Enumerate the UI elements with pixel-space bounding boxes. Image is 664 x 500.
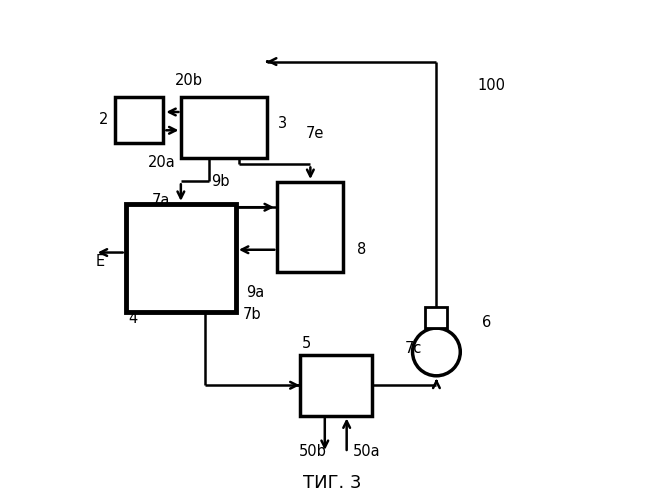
Text: 7c: 7c bbox=[404, 341, 422, 356]
Text: 20a: 20a bbox=[148, 155, 176, 170]
Text: 9b: 9b bbox=[211, 174, 230, 189]
Bar bbox=[181, 98, 267, 158]
Text: 7e: 7e bbox=[305, 126, 324, 140]
Circle shape bbox=[412, 328, 460, 376]
Text: ΤИГ. 3: ΤИГ. 3 bbox=[303, 474, 361, 492]
Text: 20b: 20b bbox=[175, 74, 203, 88]
Text: 8: 8 bbox=[357, 242, 367, 258]
Text: 2: 2 bbox=[98, 112, 108, 127]
Bar bbox=[125, 204, 236, 312]
Text: 9a: 9a bbox=[246, 285, 264, 300]
Text: 7a: 7a bbox=[151, 193, 169, 208]
Bar bbox=[426, 307, 448, 328]
Text: 7b: 7b bbox=[243, 307, 262, 322]
Text: 5: 5 bbox=[301, 336, 311, 351]
Bar bbox=[278, 182, 343, 272]
Text: 3: 3 bbox=[278, 116, 287, 130]
Text: 100: 100 bbox=[477, 78, 505, 94]
Text: 4: 4 bbox=[129, 311, 137, 326]
Bar bbox=[115, 98, 163, 143]
Text: 6: 6 bbox=[481, 314, 491, 330]
Text: 50b: 50b bbox=[299, 444, 327, 459]
Text: 50a: 50a bbox=[353, 444, 380, 459]
Bar bbox=[299, 355, 372, 416]
Text: E: E bbox=[95, 254, 104, 269]
